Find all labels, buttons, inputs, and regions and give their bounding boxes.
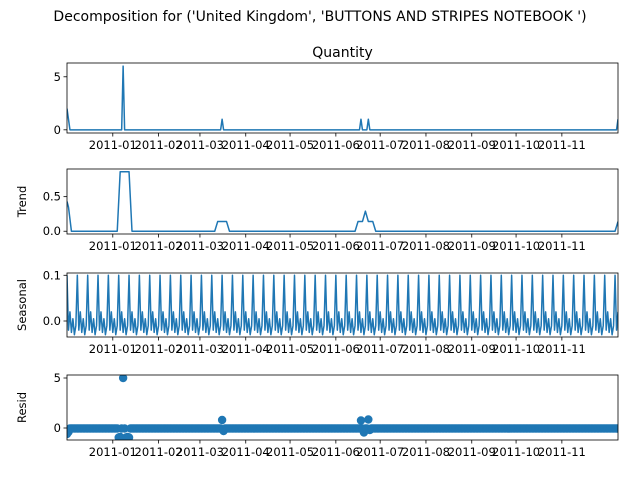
x-tick-label: 2011-02	[135, 138, 183, 152]
x-tick-label: 2011-05	[266, 342, 314, 356]
resid-point	[217, 415, 227, 425]
panel-frame	[66, 272, 619, 338]
x-tick-label: 2011-09	[448, 239, 496, 253]
x-tick-label: 2011-10	[492, 138, 540, 152]
resid-point	[118, 375, 128, 383]
series-line-seasonal	[67, 274, 618, 336]
x-tick-label: 2011-06	[312, 239, 360, 253]
x-tick-label: 2011-07	[356, 342, 404, 356]
y-tick-label: 0	[54, 421, 61, 435]
y-axis-label: Trend	[15, 186, 29, 218]
plot-area	[67, 375, 618, 440]
x-tick-label: 2011-06	[312, 138, 360, 152]
x-tick-label: 2011-03	[176, 239, 224, 253]
plot-area	[67, 171, 618, 232]
x-tick-label: 2011-05	[266, 138, 314, 152]
x-tick-label: 2011-01	[89, 342, 137, 356]
panels: 052011-012011-022011-032011-042011-05201…	[15, 45, 619, 459]
x-tick-label: 2011-05	[266, 445, 314, 459]
x-tick-label: 2011-04	[222, 239, 270, 253]
x-tick-label: 2011-10	[492, 239, 540, 253]
x-tick-label: 2011-11	[538, 445, 586, 459]
x-tick-label: 2011-11	[538, 138, 586, 152]
y-tick-label: 0.5	[43, 190, 61, 204]
x-tick-label: 2011-02	[135, 445, 183, 459]
x-tick-label: 2011-05	[266, 239, 314, 253]
resid-point	[120, 424, 129, 433]
panel-1: 052011-012011-022011-032011-042011-05201…	[54, 45, 619, 152]
x-tick-label: 2011-08	[402, 138, 450, 152]
x-tick-label: 2011-10	[492, 445, 540, 459]
x-tick-label: 2011-06	[312, 445, 360, 459]
y-tick-label: 5	[54, 371, 61, 385]
x-tick-label: 2011-08	[402, 445, 450, 459]
y-tick-label: 0	[54, 123, 61, 137]
x-tick-label: 2011-04	[222, 342, 270, 356]
figure-suptitle: Decomposition for ('United Kingdom', 'BU…	[53, 9, 586, 25]
panel-3: 0.00.12011-012011-022011-032011-042011-0…	[15, 268, 619, 356]
y-tick-label: 0.1	[43, 268, 61, 282]
x-tick-label: 2011-11	[538, 239, 586, 253]
panel-title: Quantity	[312, 45, 373, 61]
panel-2: 0.00.52011-012011-022011-032011-042011-0…	[15, 168, 619, 253]
series-line-trend	[67, 171, 618, 232]
y-tick-label: 0.0	[43, 314, 61, 328]
panel-frame	[66, 62, 619, 134]
y-tick-label: 0.0	[43, 224, 61, 238]
panel-frame	[66, 374, 619, 441]
x-tick-label: 2011-07	[356, 445, 404, 459]
plot-area	[67, 65, 618, 131]
resid-point	[356, 416, 366, 425]
resid-point	[124, 433, 134, 440]
x-tick-label: 2011-07	[356, 239, 404, 253]
x-tick-label: 2011-09	[448, 445, 496, 459]
scatter-points	[67, 375, 618, 440]
x-tick-label: 2011-11	[538, 342, 586, 356]
resid-point	[613, 424, 618, 433]
x-tick-label: 2011-10	[492, 342, 540, 356]
x-tick-label: 2011-02	[135, 239, 183, 253]
series-line-quantity	[67, 65, 618, 131]
x-tick-label: 2011-01	[89, 445, 137, 459]
x-tick-label: 2011-01	[89, 138, 137, 152]
panel-4: 052011-012011-022011-032011-042011-05201…	[15, 371, 619, 459]
y-axis-label: Resid	[15, 392, 29, 423]
x-tick-label: 2011-09	[448, 138, 496, 152]
x-tick-label: 2011-09	[448, 342, 496, 356]
x-tick-label: 2011-08	[402, 342, 450, 356]
x-tick-label: 2011-04	[222, 445, 270, 459]
x-tick-label: 2011-03	[176, 342, 224, 356]
y-axis-label: Seasonal	[15, 279, 29, 331]
x-tick-label: 2011-02	[135, 342, 183, 356]
x-tick-label: 2011-06	[312, 342, 360, 356]
plot-area	[67, 274, 618, 336]
x-tick-label: 2011-04	[222, 138, 270, 152]
x-tick-label: 2011-07	[356, 138, 404, 152]
x-tick-label: 2011-01	[89, 239, 137, 253]
x-tick-label: 2011-08	[402, 239, 450, 253]
x-tick-label: 2011-03	[176, 138, 224, 152]
resid-point	[364, 415, 373, 424]
x-tick-label: 2011-03	[176, 445, 224, 459]
panel-frame	[66, 168, 619, 235]
y-tick-label: 5	[54, 70, 61, 84]
